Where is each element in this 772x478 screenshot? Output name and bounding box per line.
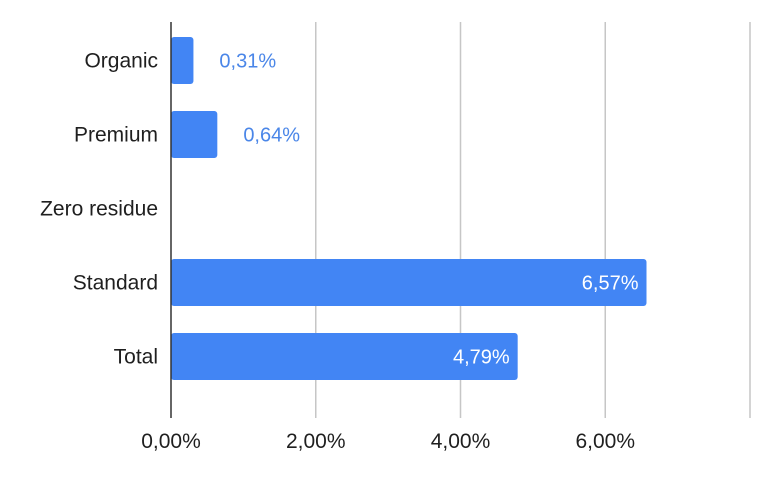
- data-label: 0,64%: [243, 125, 300, 147]
- x-tick-label: 0,00%: [141, 430, 201, 453]
- category-label: Total: [114, 346, 158, 369]
- bars: [171, 37, 647, 380]
- category-label: Premium: [74, 124, 158, 147]
- bar-standard: [171, 259, 647, 306]
- category-label: Zero residue: [40, 198, 158, 221]
- x-tick-labels: 0,00% 2,00% 4,00% 6,00%: [141, 430, 635, 453]
- data-label: 4,79%: [453, 347, 510, 369]
- x-tick-label: 4,00%: [431, 430, 491, 453]
- x-tick-label: 2,00%: [286, 430, 346, 453]
- x-tick-label: 6,00%: [575, 430, 635, 453]
- data-labels: 0,31% 0,64% 6,57% 4,79%: [219, 51, 638, 369]
- data-label: 6,57%: [582, 273, 639, 295]
- bar-total: [171, 333, 518, 380]
- category-label: Organic: [84, 50, 158, 73]
- bar-premium: [171, 111, 218, 158]
- bar-organic: [171, 37, 194, 84]
- category-labels: Organic Premium Zero residue Standard Total: [40, 50, 158, 369]
- category-label: Standard: [73, 272, 158, 295]
- data-label: 0,31%: [219, 51, 276, 73]
